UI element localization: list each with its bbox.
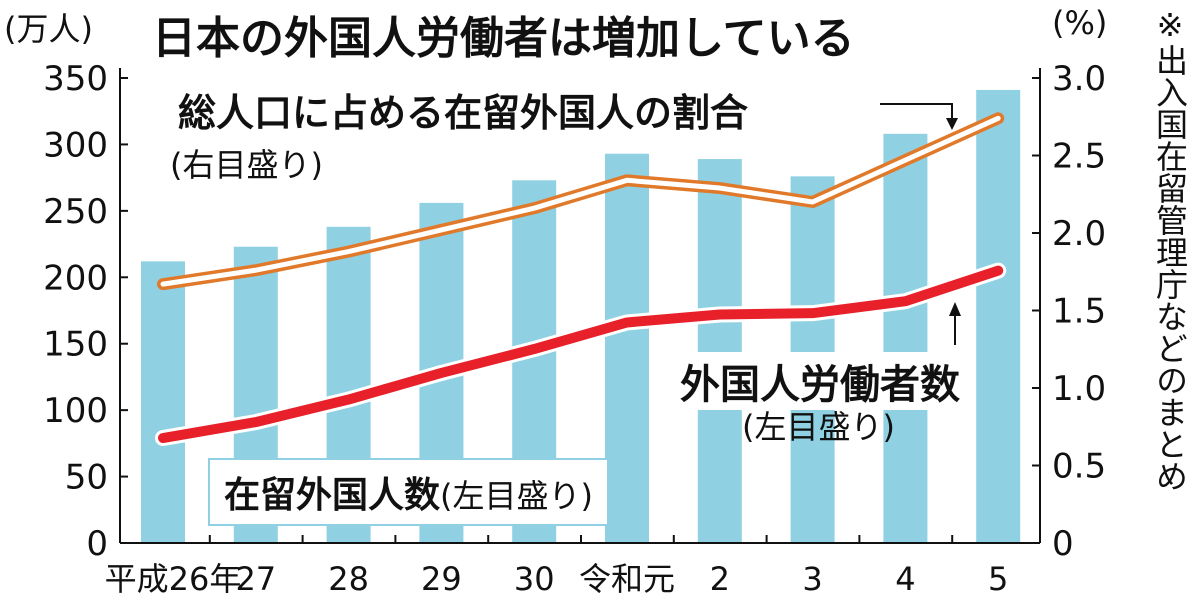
left-axis-unit: (万人) — [4, 10, 93, 48]
right-tick-label: 1.0 — [1052, 369, 1106, 409]
x-tick-label: 29 — [421, 560, 462, 598]
ratio-line — [160, 115, 1001, 287]
right-axis-unit: (%) — [1052, 4, 1108, 42]
bar-5 — [605, 153, 649, 543]
residents-axis-label: (左目盛り) — [440, 477, 593, 515]
x-tick-label: 5 — [988, 560, 1008, 598]
workers-series-label: 外国人労働者数 — [680, 352, 960, 410]
x-tick-label: 平成26年 — [105, 560, 242, 598]
bar-0 — [141, 261, 185, 543]
x-tick-label: 27 — [235, 560, 276, 598]
x-tick-label: 28 — [328, 560, 369, 598]
x-tick-label: 30 — [514, 560, 555, 598]
left-tick-label: 100 — [43, 391, 108, 431]
residents-legend: 在留外国人数(左目盛り) — [208, 458, 609, 526]
left-tick-label: 350 — [43, 59, 108, 99]
right-tick-label: 2.0 — [1052, 214, 1106, 254]
left-tick-label: 300 — [43, 125, 108, 165]
right-tick-label: 2.5 — [1052, 137, 1106, 177]
right-tick-label: 0.5 — [1052, 447, 1106, 487]
left-tick-label: 250 — [43, 192, 108, 232]
x-tick-label: 3 — [802, 560, 822, 598]
bar-6 — [697, 159, 742, 544]
x-tick-label: 2 — [710, 560, 730, 598]
left-tick-label: 0 — [86, 524, 108, 564]
right-tick-label: 1.5 — [1052, 292, 1106, 332]
ratio-axis-label: (右目盛り) — [170, 140, 323, 186]
residents-series-label: 在留外国人数 — [224, 475, 441, 516]
ratio-pointer — [880, 103, 953, 122]
ratio-arrow-icon — [946, 118, 958, 130]
chart-title: 日本の外国人労働者は増加している — [152, 13, 855, 64]
left-tick-label: 50 — [65, 458, 108, 498]
x-tick-label: 4 — [895, 560, 915, 598]
x-tick-label: 令和元 — [579, 560, 675, 598]
right-tick-label: 3.0 — [1052, 59, 1106, 99]
bar-9 — [976, 89, 1021, 543]
workers-axis-label: (左目盛り) — [742, 408, 895, 446]
bar-8 — [883, 133, 928, 544]
workers-arrow-icon — [949, 302, 961, 316]
left-tick-label: 200 — [43, 258, 108, 298]
left-tick-label: 150 — [43, 325, 108, 365]
right-tick-label: 0 — [1052, 524, 1074, 564]
source-note: ※出入国在留管理庁などのまとめ — [1151, 6, 1189, 492]
ratio-series-label: 総人口に占める在留外国人の割合 — [178, 82, 749, 137]
workers-line — [158, 265, 1004, 444]
